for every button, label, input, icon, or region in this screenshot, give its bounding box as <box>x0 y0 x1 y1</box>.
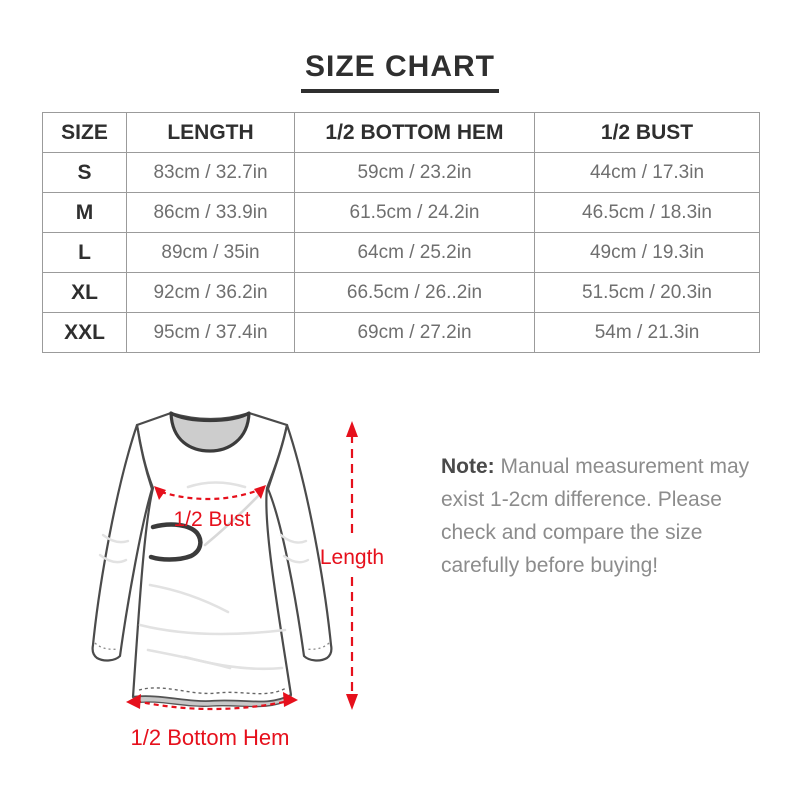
table-header-row: SIZE LENGTH 1/2 BOTTOM HEM 1/2 BUST <box>42 112 760 153</box>
neckline <box>169 411 251 453</box>
note-text: Manual measurement may <box>500 455 750 478</box>
table-cell: 86cm / 33.9in <box>126 192 295 233</box>
fabric-wrinkles <box>138 481 287 671</box>
garment-diagram: 1/2 Bust Length 1/2 Bottom Hem <box>91 411 384 750</box>
table-row: S 83cm / 32.7in 59cm / 23.2in 44cm / 17.… <box>42 152 760 193</box>
size-cell: XL <box>42 272 127 313</box>
page-title: SIZE CHART <box>301 50 499 93</box>
measurement-note: Note: Manual measurement may exist 1-2cm… <box>441 450 761 582</box>
size-cell: M <box>42 192 127 233</box>
table-row: XXL 95cm / 37.4in 69cm / 27.2in 54m / 21… <box>42 312 760 353</box>
table-cell: 46.5cm / 18.3in <box>534 192 760 233</box>
note-label: Note: <box>441 455 495 478</box>
note-line: carefully before buying! <box>441 554 659 577</box>
note-line: exist 1-2cm difference. Please <box>441 488 722 511</box>
table-row: L 89cm / 35in 64cm / 25.2in 49cm / 19.3i… <box>42 232 760 273</box>
note-line: Note: Manual measurement may <box>441 450 761 483</box>
size-chart-table: SIZE LENGTH 1/2 BOTTOM HEM 1/2 BUST S 83… <box>42 112 760 353</box>
size-cell: XXL <box>42 312 127 353</box>
bust-label: 1/2 Bust <box>173 508 250 531</box>
col-header-size: SIZE <box>42 112 127 153</box>
title-wrap: SIZE CHART <box>0 50 800 93</box>
nursing-opening <box>148 522 203 562</box>
length-label: Length <box>320 546 384 569</box>
table-cell: 59cm / 23.2in <box>294 152 535 193</box>
length-measure-arrow <box>346 421 358 710</box>
hem-label: 1/2 Bottom Hem <box>131 725 290 750</box>
table-row: XL 92cm / 36.2in 66.5cm / 26..2in 51.5cm… <box>42 272 760 313</box>
col-header-length: LENGTH <box>126 112 295 153</box>
hem-stitch-line <box>138 687 287 695</box>
size-cell: L <box>42 232 127 273</box>
table-cell: 92cm / 36.2in <box>126 272 295 313</box>
table-cell: 51.5cm / 20.3in <box>534 272 760 313</box>
col-header-bottom-hem: 1/2 BOTTOM HEM <box>294 112 535 153</box>
table-cell: 95cm / 37.4in <box>126 312 295 353</box>
table-cell: 61.5cm / 24.2in <box>294 192 535 233</box>
table-cell: 66.5cm / 26..2in <box>294 272 535 313</box>
bust-measure-arrow <box>154 485 266 501</box>
table-cell: 69cm / 27.2in <box>294 312 535 353</box>
col-header-bust: 1/2 BUST <box>534 112 760 153</box>
table-cell: 49cm / 19.3in <box>534 232 760 273</box>
note-line: check and compare the size <box>441 521 703 544</box>
sleeve-wrinkles <box>98 533 310 564</box>
table-cell: 44cm / 17.3in <box>534 152 760 193</box>
table-row: M 86cm / 33.9in 61.5cm / 24.2in 46.5cm /… <box>42 192 760 233</box>
hem-measure-arrow <box>126 692 298 711</box>
table-cell: 54m / 21.3in <box>534 312 760 353</box>
table-cell: 64cm / 25.2in <box>294 232 535 273</box>
table-cell: 89cm / 35in <box>126 232 295 273</box>
size-cell: S <box>42 152 127 193</box>
table-cell: 83cm / 32.7in <box>126 152 295 193</box>
